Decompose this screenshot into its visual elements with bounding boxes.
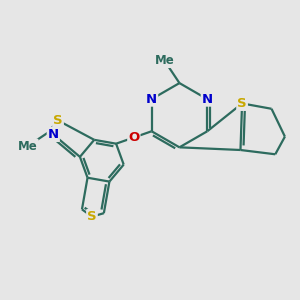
Text: S: S [53, 114, 63, 127]
Text: N: N [202, 93, 213, 106]
Text: N: N [146, 93, 157, 106]
Text: Me: Me [154, 54, 174, 67]
Text: S: S [237, 97, 247, 110]
Text: O: O [128, 131, 140, 144]
Text: Me: Me [18, 140, 38, 153]
Text: N: N [48, 128, 59, 141]
Text: S: S [87, 210, 97, 223]
